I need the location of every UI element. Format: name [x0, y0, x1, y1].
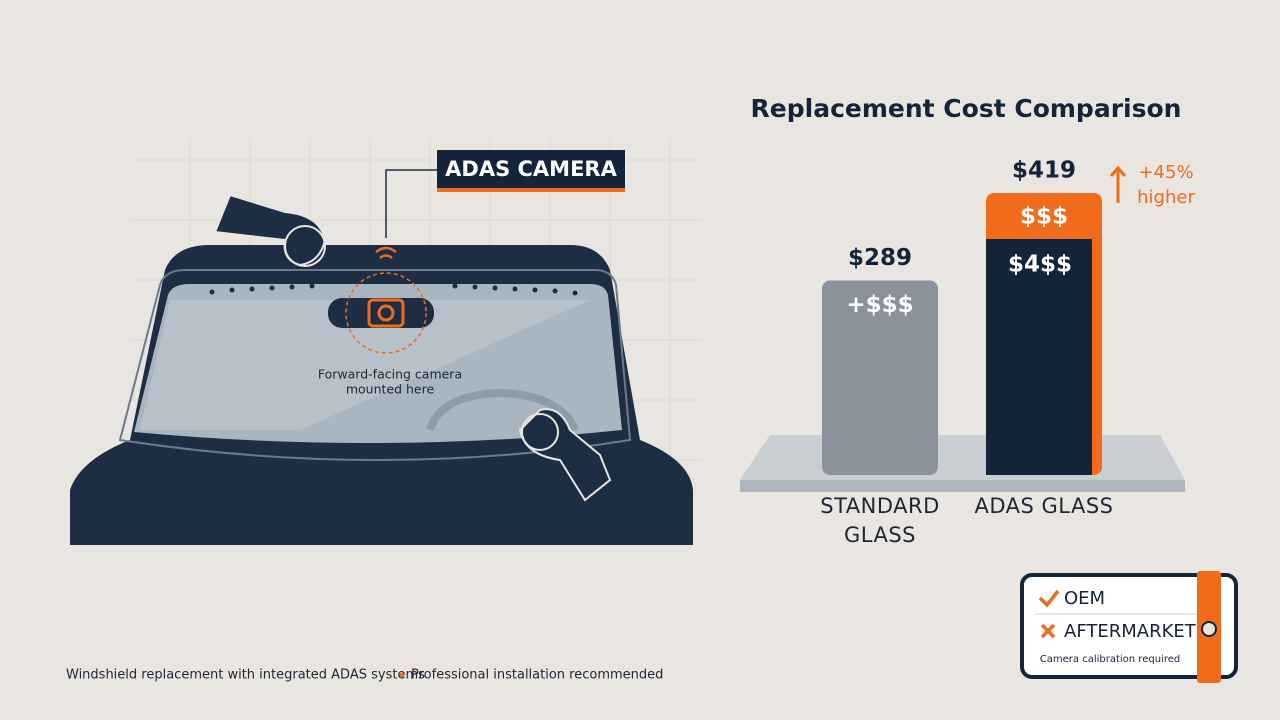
callout-line: [385, 169, 437, 238]
cross-icon: [1040, 623, 1056, 639]
footer-text: Windshield replacement with integrated A…: [66, 668, 425, 683]
callout-label: ADAS CAMERA: [445, 157, 617, 181]
camera-icon: [367, 298, 405, 328]
bar-inner-label: $$$: [1020, 204, 1068, 230]
glass-reflection: [140, 300, 590, 430]
callout-note: mounted here: [346, 382, 435, 397]
bar: [822, 280, 938, 475]
option-label: OEM: [1064, 588, 1105, 609]
category-label: STANDARD GLASS: [820, 494, 940, 547]
check-icon: [1038, 589, 1060, 608]
option-card: [1020, 573, 1238, 679]
glass-frame: [118, 269, 632, 461]
dot-frit: [209, 283, 578, 296]
suction-cup: [521, 413, 559, 451]
camera-lens: [377, 304, 395, 322]
bar-body: [986, 239, 1092, 475]
callout-note: Forward-facing camera: [318, 367, 462, 382]
steering-wheel: [426, 388, 579, 432]
category-label: ADAS GLASS: [974, 494, 1114, 518]
signal-icon: [375, 246, 397, 260]
option-label: AFTERMARKET: [1064, 621, 1197, 642]
value-label: $289: [848, 245, 912, 271]
annotation: +45%: [1138, 162, 1193, 183]
suction-cup: [284, 225, 326, 267]
footer-dot: [399, 672, 405, 678]
card-note: Camera calibration required: [1040, 654, 1180, 665]
bar-inner-label: +$$$: [846, 292, 913, 318]
platform-top: [740, 435, 1185, 480]
callout-underline: [437, 188, 625, 192]
card-knob: [1201, 621, 1217, 637]
footer-text: Professional installation recommended: [411, 668, 663, 683]
chart-title: Replacement Cost Comparison: [751, 94, 1182, 123]
bar-inner-label: $4$$: [1008, 252, 1072, 278]
value-label: $419: [1012, 158, 1076, 184]
annotation: higher: [1137, 187, 1195, 208]
callout-box: [437, 150, 625, 192]
arrow-icon: [1109, 165, 1127, 204]
platform-edge: [740, 480, 1185, 492]
camera-ring: [345, 272, 427, 354]
